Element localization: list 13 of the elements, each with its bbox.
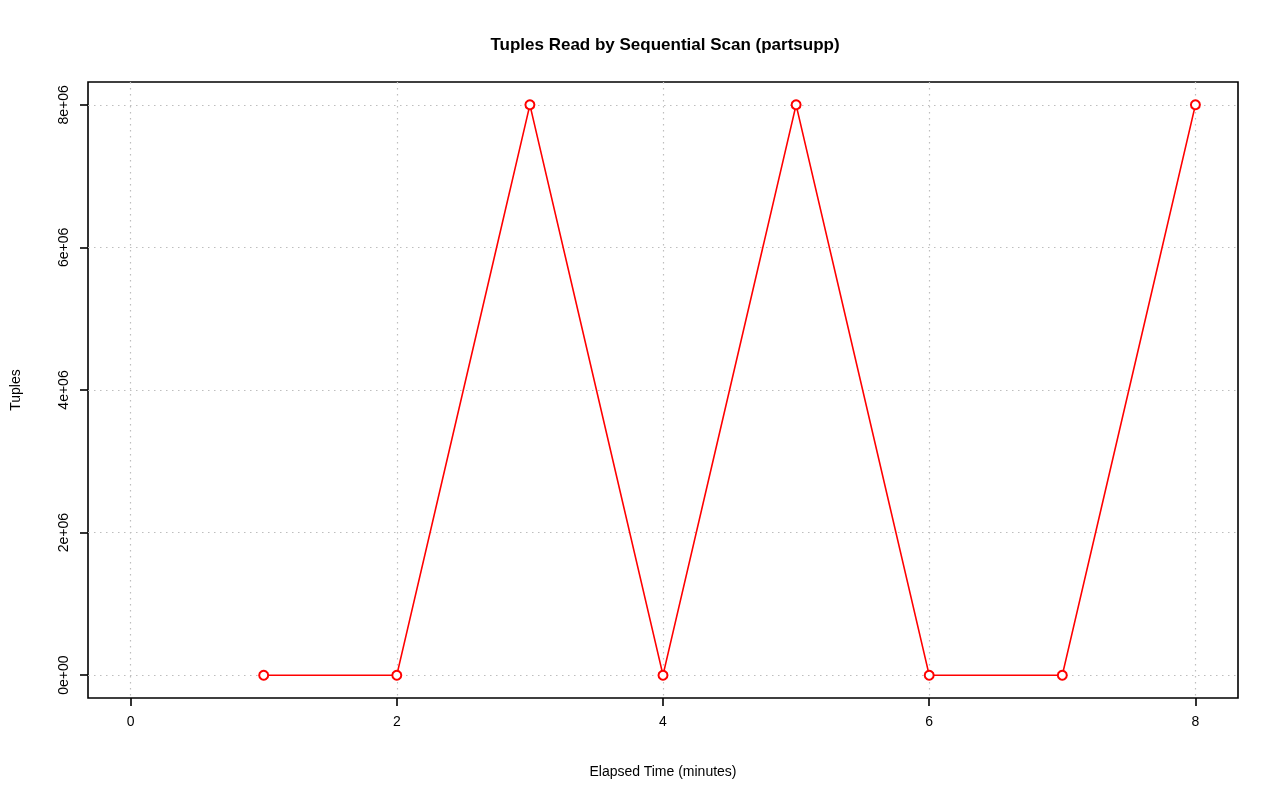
x-tick-label: 0 [126,713,135,729]
y-tick-label: 2e+06 [55,512,71,553]
chart-title: Tuples Read by Sequential Scan (partsupp) [490,35,840,54]
x-tick-label: 6 [925,713,934,729]
x-axis-title: Elapsed Time (minutes) [589,763,737,779]
x-tick-label: 2 [392,713,401,729]
y-tick-label: 0e+00 [55,655,71,695]
y-tick-label: 4e+06 [55,370,71,410]
y-tick-label: 6e+06 [55,227,71,268]
x-tick-label: 4 [659,713,668,729]
x-tick-label: 8 [1191,713,1200,729]
y-tick-label: 8e+06 [55,84,71,125]
y-axis-title: Tuples [7,369,23,411]
